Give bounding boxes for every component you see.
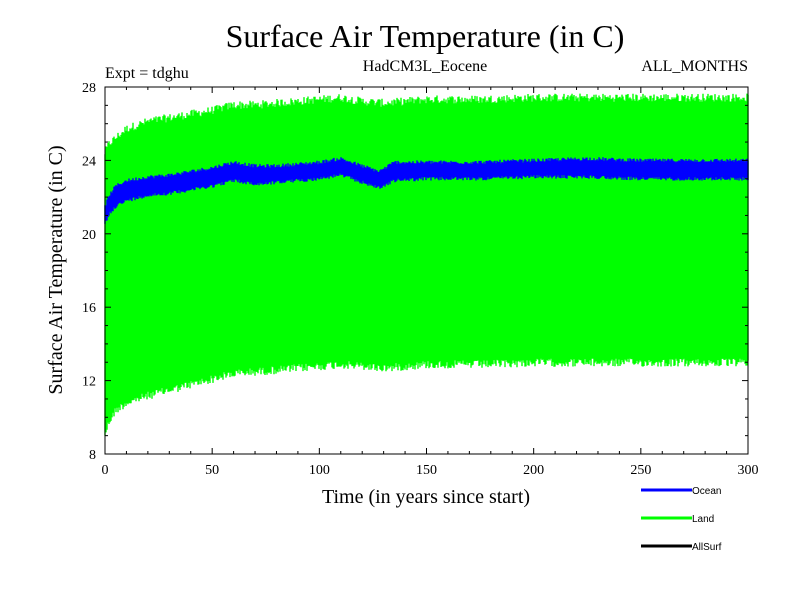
x-axis-label: Time (in years since start) bbox=[322, 486, 530, 508]
model-label: HadCM3L_Eocene bbox=[363, 58, 487, 75]
legend-label-ocean: Ocean bbox=[692, 486, 721, 497]
chart-title: Surface Air Temperature (in C) bbox=[226, 18, 625, 54]
x-tick-label: 0 bbox=[102, 463, 109, 478]
series-land bbox=[104, 93, 749, 436]
y-tick-label: 28 bbox=[82, 81, 96, 96]
x-tick-label: 250 bbox=[630, 463, 651, 478]
y-tick-label: 16 bbox=[82, 301, 96, 316]
x-tick-label: 150 bbox=[416, 463, 437, 478]
legend: Ocean Land AllSurf bbox=[641, 486, 722, 553]
y-tick-label: 20 bbox=[82, 228, 96, 243]
y-tick-label: 8 bbox=[89, 448, 96, 463]
y-tick-label: 24 bbox=[82, 154, 96, 169]
x-tick-label: 50 bbox=[205, 463, 219, 478]
x-tick-label: 200 bbox=[523, 463, 544, 478]
experiment-label: Expt = tdghu bbox=[105, 65, 189, 82]
months-label: ALL_MONTHS bbox=[641, 58, 748, 75]
x-tick-label: 300 bbox=[738, 463, 759, 478]
legend-label-allsurf: AllSurf bbox=[692, 542, 722, 553]
axis-ticks: 0 50 100 150 200 250 300 8 12 16 20 24 28 bbox=[82, 81, 759, 478]
x-tick-label: 100 bbox=[309, 463, 330, 478]
y-tick-label: 12 bbox=[82, 375, 96, 390]
y-axis-label: Surface Air Temperature (in C) bbox=[45, 145, 67, 394]
plot-area bbox=[104, 93, 749, 436]
legend-label-land: Land bbox=[692, 514, 714, 525]
